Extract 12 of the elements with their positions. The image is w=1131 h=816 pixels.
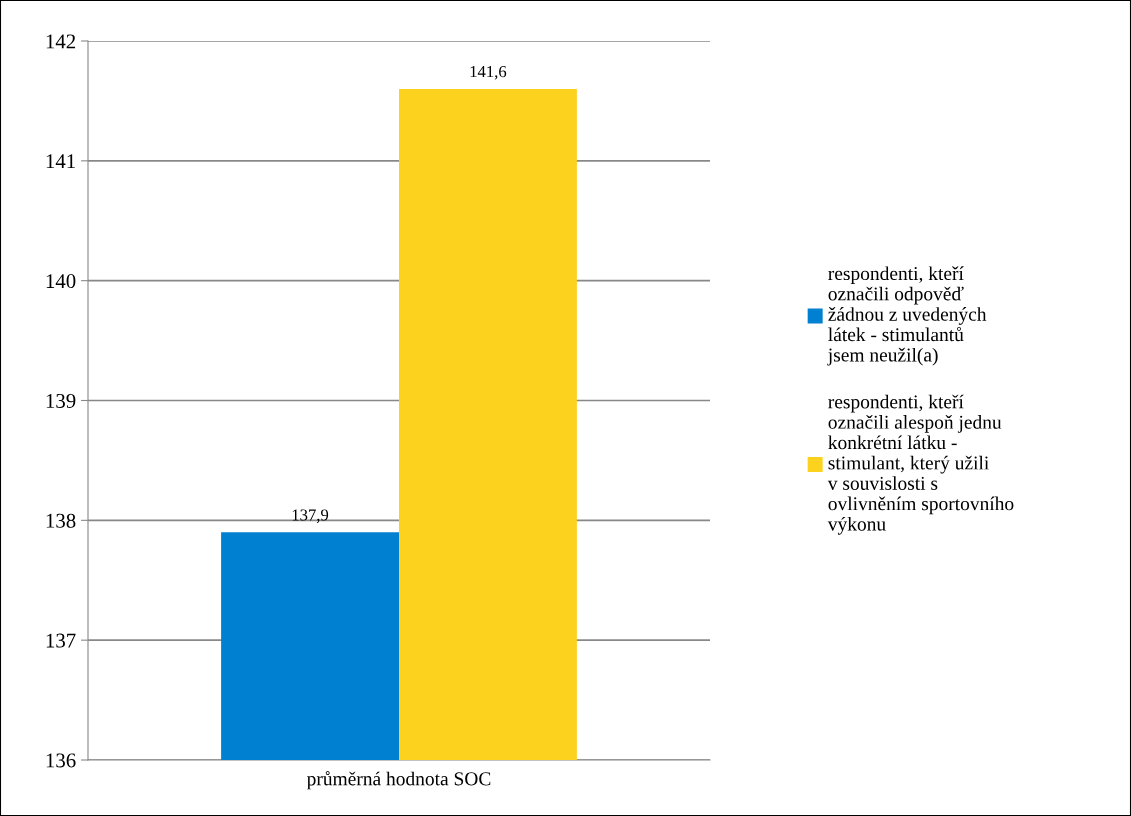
y-tick-label: 137 [46,633,76,648]
y-tick-label: 140 [46,274,76,289]
y-tick-label: 139 [46,393,76,408]
x-tick-label: průměrná hodnota SOC [306,771,491,790]
y-tick-label: 141 [46,154,75,169]
legend-label: respondenti, kteří označili odpověď žádnou z uvedených látek - stimulantů jsem neužil(a) [827,266,987,366]
y-tick-label: 142 [46,34,76,49]
y-tick-label: 138 [46,513,76,528]
data-label: 141,6 [470,66,507,80]
legend-label: respondenti, kteří označili alespoň jednu konkrétní látku - stimulant, který užili v souvislosti s ovlivněním sportovního výkonu [827,394,1014,535]
y-tick-label: 136 [46,753,76,768]
data-label: 137,9 [292,509,329,523]
